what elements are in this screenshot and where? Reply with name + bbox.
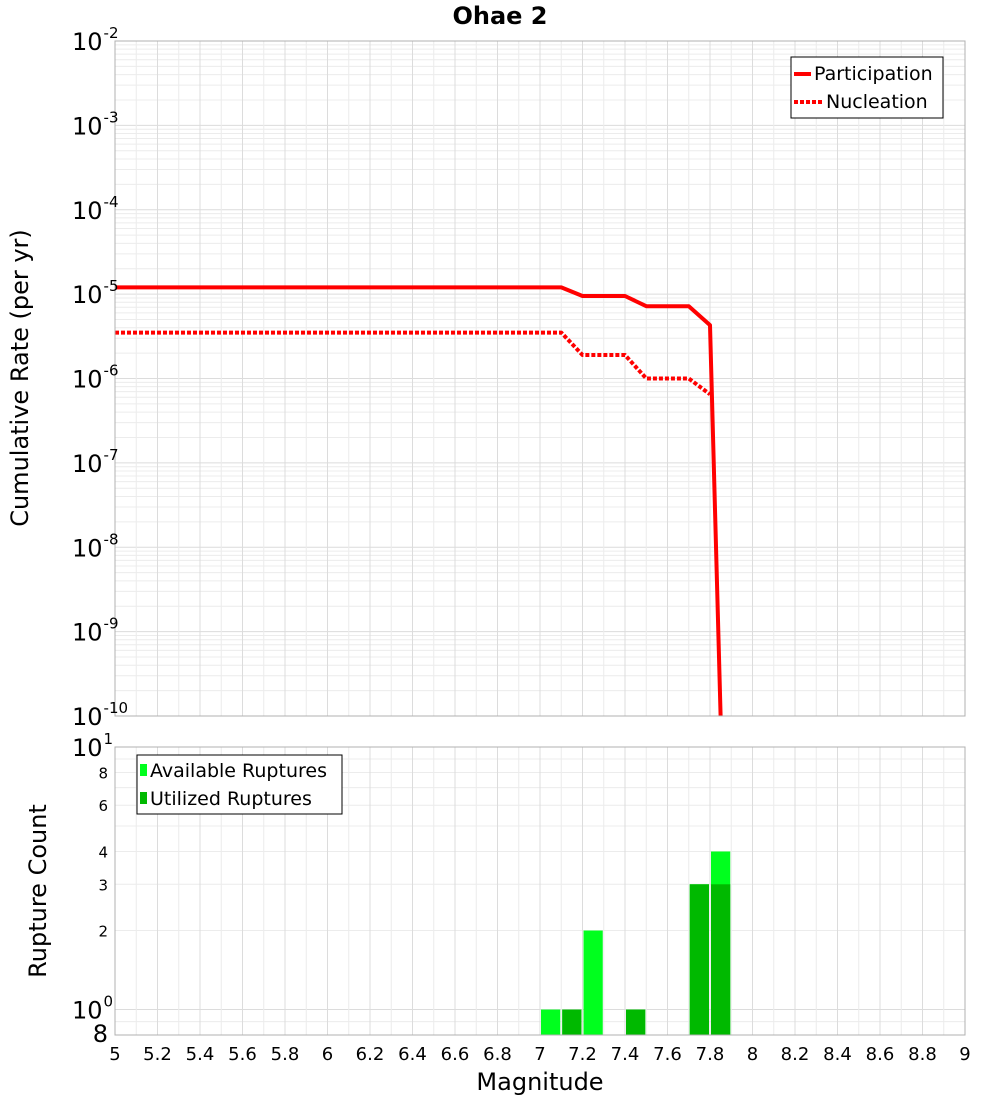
x-tick-label: 6.2 xyxy=(356,1044,385,1065)
top-plot-border xyxy=(114,40,966,717)
x-axis-label: Magnitude xyxy=(476,1068,603,1096)
x-tick-label: 6 xyxy=(322,1044,333,1065)
bottom-y-tick-label: 8 xyxy=(93,1020,108,1048)
x-tick-label: 5.4 xyxy=(186,1044,215,1065)
top-y-axis-label: Cumulative Rate (per yr) xyxy=(6,229,34,527)
bar-available-ruptures xyxy=(583,930,603,1035)
x-tick-label: 7.8 xyxy=(696,1044,725,1065)
x-tick-label: 7.6 xyxy=(653,1044,682,1065)
x-tick-label: 7.4 xyxy=(611,1044,640,1065)
bottom-y-tick-labels: 8 6 4 3 2 8 101 100 xyxy=(72,730,113,1048)
top-y-tick-label: 10-3 xyxy=(72,108,119,140)
bottom-y-tick-label: 8 xyxy=(98,764,108,782)
top-y-tick-label: 10-6 xyxy=(72,362,119,394)
top-y-tick-label: 10-4 xyxy=(72,193,119,225)
legend-participation-label: Participation xyxy=(814,63,933,85)
legend-available-swatch xyxy=(140,764,147,776)
bar-available-ruptures xyxy=(541,1009,561,1035)
bottom-y-tick-label: 2 xyxy=(98,923,108,941)
bottom-y-axis-label: Rupture Count xyxy=(24,804,52,978)
x-tick-labels: 5 5.2 5.4 5.6 5.8 6 6.2 6.4 6.6 6.8 7 7.2 7.4 7.6 7.8 8… xyxy=(109,1044,970,1065)
top-y-tick-labels: 10-2 10-3 10-4 10-5 10-6 10-7 10-8 10-9 10-10 xyxy=(72,24,128,731)
bottom-y-tick-label: 4 xyxy=(98,843,108,861)
legend-available-label: Available Ruptures xyxy=(150,760,327,782)
legend-utilized-label: Utilized Ruptures xyxy=(150,788,312,810)
x-tick-label: 5.8 xyxy=(271,1044,300,1065)
legend-nucleation-label: Nucleation xyxy=(826,91,928,113)
top-y-tick-label: 10-8 xyxy=(72,530,119,562)
top-legend-box xyxy=(790,56,944,119)
x-tick-label: 5.6 xyxy=(228,1044,257,1065)
bottom-y-tick-label: 100 xyxy=(72,993,113,1025)
x-tick-label: 6.8 xyxy=(483,1044,512,1065)
x-tick-label: 8.2 xyxy=(781,1044,810,1065)
bar-utilized-ruptures xyxy=(711,884,731,1035)
bar-utilized-ruptures xyxy=(689,884,709,1035)
series-line-nucleation xyxy=(115,330,712,396)
rupture-count-panel: 8 6 4 3 2 8 101 100 5 5.2 5.4 5.6 5.8 6 6.2 6.4 6.6 6.8 7… xyxy=(24,730,971,1096)
bottom-plot-border xyxy=(114,746,966,1036)
cumulative-rate-panel: 10-2 10-3 10-4 10-5 10-6 10-7 10-8 10-9 10-10 Cu… xyxy=(6,24,966,731)
bottom-y-tick-label: 3 xyxy=(98,876,108,894)
top-y-tick-label: 10-5 xyxy=(72,277,119,309)
x-tick-label: 6.4 xyxy=(398,1044,427,1065)
top-legend: Participation Nucleation xyxy=(790,56,944,119)
x-tick-label: 6.6 xyxy=(441,1044,470,1065)
x-tick-label: 7 xyxy=(534,1044,545,1065)
top-y-tick-label: 10-7 xyxy=(72,446,119,478)
bar-utilized-ruptures xyxy=(626,1009,646,1035)
x-tick-label: 5.2 xyxy=(143,1044,172,1065)
bottom-legend-box xyxy=(136,754,343,815)
top-y-tick-label: 10-10 xyxy=(72,699,128,731)
x-tick-label: 8.4 xyxy=(823,1044,852,1065)
x-tick-label: 9 xyxy=(959,1044,970,1065)
bottom-bars xyxy=(541,851,731,1035)
bottom-y-tick-label: 6 xyxy=(98,797,108,815)
bottom-legend: Available Ruptures Utilized Ruptures xyxy=(136,754,343,815)
chart-title: Ohae 2 xyxy=(452,2,547,30)
bottom-y-tick-label: 101 xyxy=(72,730,113,762)
legend-utilized-swatch xyxy=(140,792,147,804)
series-line-participation xyxy=(115,285,723,717)
x-tick-label: 8 xyxy=(747,1044,758,1065)
x-tick-label: 8.6 xyxy=(866,1044,895,1065)
top-y-tick-label: 10-9 xyxy=(72,615,119,647)
bar-utilized-ruptures xyxy=(562,1009,582,1035)
x-tick-label: 5 xyxy=(109,1044,120,1065)
top-y-tick-label: 10-2 xyxy=(72,24,119,56)
x-tick-label: 8.8 xyxy=(908,1044,937,1065)
top-series-lines xyxy=(115,285,723,717)
top-gridlines xyxy=(114,40,966,717)
x-tick-label: 7.2 xyxy=(568,1044,597,1065)
